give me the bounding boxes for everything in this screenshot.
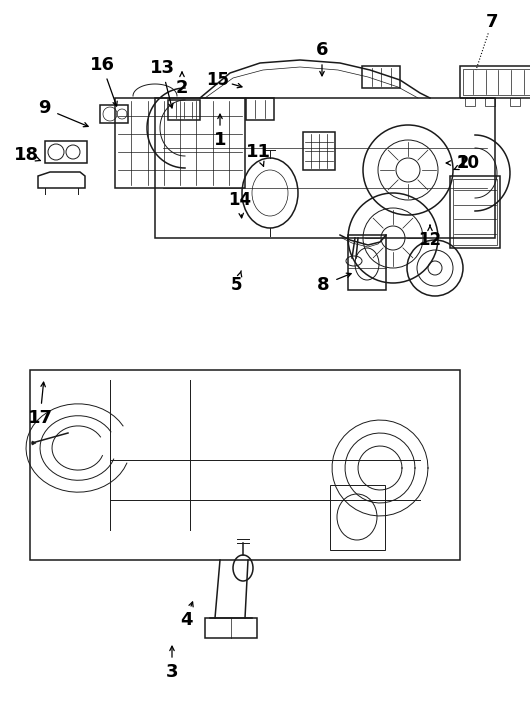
Bar	[30, 370, 460, 560]
Text: 1: 1	[214, 131, 226, 149]
Text: 11: 11	[245, 143, 270, 161]
Text: 6: 6	[316, 41, 328, 59]
Text: 13: 13	[149, 59, 174, 77]
Text: 8: 8	[317, 276, 329, 294]
Bar	[155, 98, 495, 238]
Bar	[485, 98, 495, 106]
Text: 3: 3	[166, 663, 178, 681]
Text: 12: 12	[419, 231, 441, 249]
Bar	[303, 132, 335, 170]
Bar	[463, 69, 530, 95]
Bar	[330, 485, 385, 550]
Bar	[205, 618, 257, 638]
Text: 10: 10	[456, 154, 480, 172]
Text: 5: 5	[231, 276, 243, 294]
Bar	[450, 176, 500, 248]
Bar	[362, 66, 400, 88]
Bar	[510, 98, 520, 106]
Bar	[100, 105, 128, 123]
Bar	[168, 100, 200, 120]
Text: 16: 16	[90, 56, 114, 74]
Text: 14: 14	[228, 191, 252, 209]
Text: 15: 15	[207, 71, 229, 89]
Text: 9: 9	[38, 99, 50, 117]
Bar	[453, 179, 497, 245]
Bar	[348, 235, 386, 290]
Bar	[246, 98, 274, 120]
Polygon shape	[32, 441, 36, 445]
Bar	[115, 98, 245, 188]
Text: 17: 17	[28, 409, 52, 427]
Text: 2: 2	[176, 79, 188, 97]
Text: 2: 2	[457, 154, 469, 172]
Bar	[45, 141, 87, 163]
Text: 7: 7	[486, 13, 498, 31]
Bar	[465, 98, 475, 106]
Text: 18: 18	[13, 146, 39, 164]
Text: 4: 4	[180, 611, 192, 629]
Bar	[460, 66, 530, 98]
